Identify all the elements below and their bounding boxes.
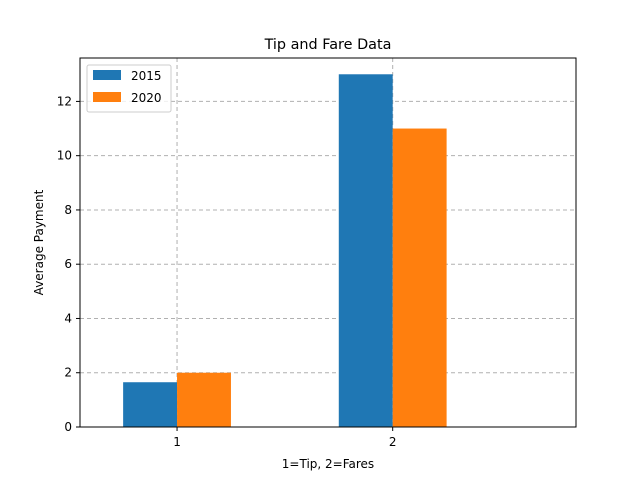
legend: 2015 2020 bbox=[86, 64, 172, 113]
bar-2015-2 bbox=[338, 74, 393, 427]
y-tick-label-4: 4 bbox=[64, 311, 72, 325]
y-tick-label-8: 8 bbox=[64, 203, 72, 217]
y-tick-label-2: 2 bbox=[64, 366, 72, 380]
bars bbox=[123, 74, 447, 427]
x-tick-label-2: 2 bbox=[389, 435, 397, 449]
y-tick-label-6: 6 bbox=[64, 257, 72, 271]
bar-2020-2 bbox=[392, 128, 447, 427]
axes-frame bbox=[79, 57, 577, 428]
legend-swatch-2020 bbox=[93, 92, 121, 102]
bar-2020-1 bbox=[177, 372, 231, 427]
y-axis-label: Average Payment bbox=[32, 189, 46, 295]
bar-2015-1 bbox=[123, 382, 178, 427]
legend-label-2015: 2015 bbox=[131, 69, 162, 83]
grid-lines bbox=[80, 58, 576, 427]
legend-swatch-2015 bbox=[93, 70, 121, 80]
plot-background bbox=[80, 58, 576, 427]
y-tick-label-0: 0 bbox=[64, 420, 72, 434]
y-tick-label-12: 12 bbox=[57, 94, 72, 108]
x-axis-label: 1=Tip, 2=Fares bbox=[282, 457, 374, 471]
x-tick-label-1: 1 bbox=[173, 435, 181, 449]
chart-title: Tip and Fare Data bbox=[264, 37, 392, 53]
y-tick-label-10: 10 bbox=[57, 149, 72, 163]
legend-label-2020: 2020 bbox=[131, 91, 162, 105]
